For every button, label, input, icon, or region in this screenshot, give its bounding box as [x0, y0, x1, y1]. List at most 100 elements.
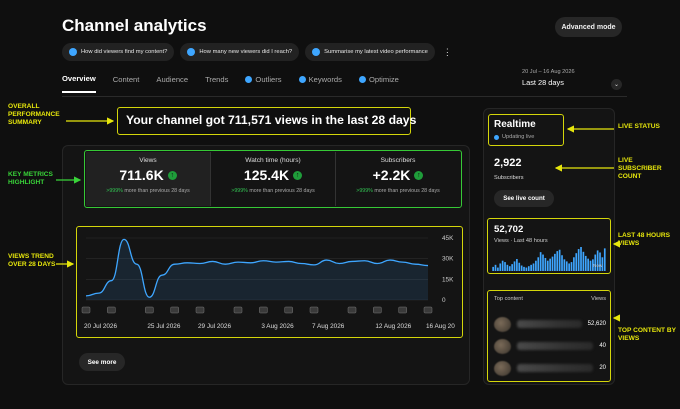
views-48h-bar	[511, 264, 513, 271]
views-48h-bar	[539, 252, 542, 271]
arrow-up-icon: ↑	[293, 170, 303, 180]
x-tick-label: 20 Jul 2026	[84, 323, 117, 330]
annotation-key-metrics: Key metrics highlight	[8, 171, 53, 186]
metric-value: 711.6K ↑	[119, 167, 177, 183]
top-content-header: Top content Views	[494, 296, 606, 302]
views-48h-bar	[561, 255, 563, 271]
views-48h-label: Views · Last 48 hours	[494, 238, 548, 244]
views-48h-bar	[527, 266, 530, 271]
metric-number: 711.6K	[119, 167, 164, 183]
views-48h-bar	[537, 257, 540, 271]
video-marker-icon[interactable]	[309, 306, 319, 314]
views-48h-bar	[544, 257, 547, 271]
see-more-button[interactable]: See more	[79, 353, 125, 371]
top-content-row[interactable]: 40	[494, 336, 606, 356]
chip-new-viewers[interactable]: How many new viewers did I reach?	[180, 43, 300, 61]
sparkle-icon	[358, 76, 366, 83]
views-48h-bar	[592, 259, 594, 271]
metric-comparison: >999% more than previous 28 days	[336, 188, 460, 194]
video-marker-icon[interactable]	[81, 306, 91, 314]
views-48h-bar	[492, 266, 494, 271]
date-range-label: Last 28 days	[522, 78, 564, 87]
realtime-card	[483, 108, 615, 385]
video-marker-icon[interactable]	[284, 306, 293, 314]
views-48h-bar	[587, 258, 589, 271]
x-tick-label: 29 Jul 2026	[198, 323, 231, 330]
video-marker-icon[interactable]	[195, 306, 205, 314]
video-views: 40	[599, 343, 606, 349]
video-marker-icon[interactable]	[107, 306, 116, 314]
metric-label: Subscribers	[380, 157, 416, 164]
views-48h-bar	[589, 260, 592, 271]
views-48h-bar	[499, 263, 502, 271]
metric-watch-time[interactable]: Watch time (hours) 125.4K ↑ >999% more th…	[210, 152, 335, 206]
views-48h-bar	[542, 254, 544, 271]
views-48h-bar	[596, 250, 599, 271]
views-summary: Your channel got 711,571 views in the la…	[126, 113, 417, 127]
chart-highlight-box	[76, 226, 463, 338]
top-content-row[interactable]: 20	[494, 358, 606, 378]
top-content-highlight-box	[487, 290, 611, 382]
views-48h-bar	[599, 252, 601, 271]
views-48h-bar	[563, 259, 566, 271]
metric-views[interactable]: Views 711.6K ↑ >999% more than previous 2…	[86, 152, 210, 206]
views-48h-bar	[513, 261, 516, 271]
more-options-icon[interactable]: ⋮	[442, 46, 452, 57]
video-marker-icon[interactable]	[145, 306, 154, 314]
chip-viewers-find[interactable]: How did viewers find my content?	[62, 43, 175, 61]
views-48h-bar	[518, 262, 521, 271]
metric-subscribers[interactable]: Subscribers +2.2K ↑ >999% more than previ…	[335, 152, 460, 206]
metric-pct: >999%	[356, 188, 373, 194]
views-line-chart[interactable]: 45K 30K 15K 0 20 Jul 2026 25 Jul 2026 29 Jul 2…	[78, 228, 463, 338]
metric-number: +2.2K	[372, 167, 411, 183]
video-marker-icon[interactable]	[398, 306, 407, 314]
metric-note-text: more than previous 28 days	[372, 188, 440, 194]
advanced-mode-button[interactable]: Advanced mode	[555, 17, 622, 37]
y-tick-label: 0	[442, 297, 446, 304]
arrow-up-icon: ↑	[167, 170, 177, 180]
see-live-count-button[interactable]: See live count	[494, 190, 554, 207]
tab-content[interactable]: Content	[112, 75, 140, 84]
views-48h-bar	[530, 264, 532, 271]
tab-keywords[interactable]: Keywords	[298, 74, 342, 93]
person-icon	[69, 48, 77, 56]
realtime-status-text: Updating live	[502, 134, 535, 140]
video-marker-icon[interactable]	[170, 306, 179, 314]
tab-overview[interactable]: Overview	[62, 74, 96, 93]
metric-comparison: >999% more than previous 28 days	[86, 188, 210, 194]
views-48h-bar	[516, 259, 518, 271]
date-range-selector[interactable]: 20 Jul – 16 Aug 2026 Last 28 days	[522, 69, 575, 87]
top-content-row[interactable]: 52,620	[494, 314, 606, 334]
views-48h-bar	[584, 255, 587, 271]
video-marker-icon[interactable]	[347, 306, 357, 314]
video-marker-icon[interactable]	[373, 306, 382, 314]
video-marker-icon[interactable]	[423, 306, 433, 314]
video-marker-icon[interactable]	[233, 306, 243, 314]
tab-outliers[interactable]: Outliers	[245, 74, 282, 93]
tab-divider	[62, 96, 627, 97]
video-marker-icon[interactable]	[259, 306, 268, 314]
views-48h-bar	[497, 267, 499, 271]
realtime-status: Updating live	[494, 134, 534, 140]
tab-optimize[interactable]: Optimize	[358, 74, 399, 93]
metric-pct: >999%	[106, 188, 123, 194]
views-48h-bar	[494, 264, 497, 271]
views-48h-bar	[580, 247, 582, 271]
views-48h-bar	[556, 251, 559, 271]
metric-comparison: >999% more than previous 28 days	[211, 188, 335, 194]
x-tick-label: 3 Aug 2026	[261, 323, 294, 330]
video-thumbnail	[494, 360, 511, 376]
views-48h-bar-chart[interactable]	[492, 245, 606, 271]
views-48h-bar	[508, 266, 511, 271]
x-tick-label: 25 Jul 2026	[147, 323, 180, 330]
chevron-down-icon[interactable]: ⌄	[611, 79, 622, 90]
tab-trends[interactable]: Trends	[205, 75, 229, 84]
chip-label: Summarise my latest video performance	[324, 49, 428, 55]
chip-summarise[interactable]: Summarise my latest video performance	[305, 43, 435, 61]
last48-highlight-box	[487, 218, 611, 274]
metric-pct: >999%	[231, 188, 248, 194]
views-series-line[interactable]	[85, 238, 429, 298]
video-thumbnail	[494, 316, 511, 332]
tab-label: Outliers	[255, 75, 282, 84]
tab-audience[interactable]: Audience	[156, 75, 189, 84]
